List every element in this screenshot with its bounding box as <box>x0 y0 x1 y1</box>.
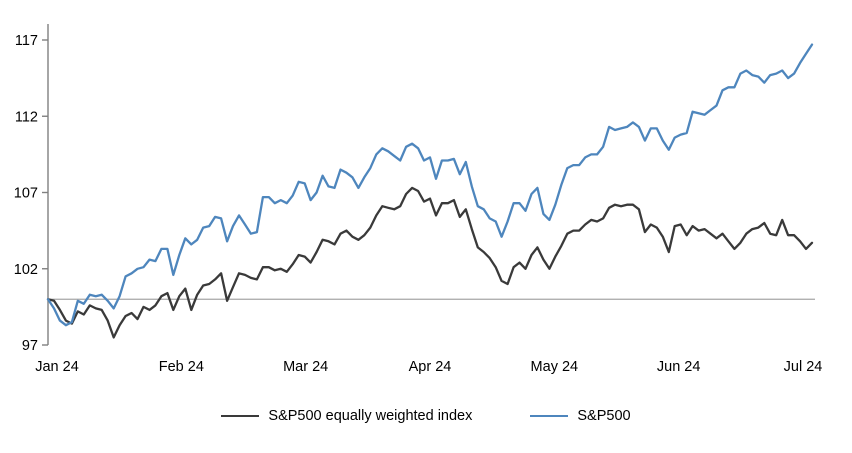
x-tick-label: Mar 24 <box>283 359 328 375</box>
equal-weight-line-swatch <box>221 414 260 418</box>
x-tick-label: Jan 24 <box>35 359 79 375</box>
chart-legend: S&P500 equally weighted index S&P500 <box>0 408 852 424</box>
sp500-line-swatch <box>530 414 569 418</box>
y-tick-label: 97 <box>22 338 38 354</box>
equal-weight-series-line <box>46 186 814 339</box>
line-chart: 97 102 107 112 117 Jan 24 Feb 24 Mar 24 Apr 24 Ma… <box>14 24 823 375</box>
x-tick-label: Jun 24 <box>657 359 701 375</box>
sp500-series-line <box>46 43 814 327</box>
x-tick-label: Apr 24 <box>409 359 452 375</box>
legend-item-equal-weight: S&P500 equally weighted index <box>221 408 472 424</box>
x-tick-label: Feb 24 <box>159 359 204 375</box>
y-tick-label: 112 <box>15 109 38 125</box>
legend-label-equal-weight: S&P500 equally weighted index <box>268 408 473 424</box>
y-tick-label: 107 <box>14 186 38 202</box>
y-tick-label: 102 <box>14 262 38 278</box>
x-tick-label: May 24 <box>531 359 579 375</box>
legend-item-sp500: S&P500 <box>530 408 631 424</box>
legend-label-sp500: S&P500 <box>577 408 631 424</box>
y-tick-label: 117 <box>15 33 38 49</box>
x-tick-label: Jul 24 <box>784 359 823 375</box>
